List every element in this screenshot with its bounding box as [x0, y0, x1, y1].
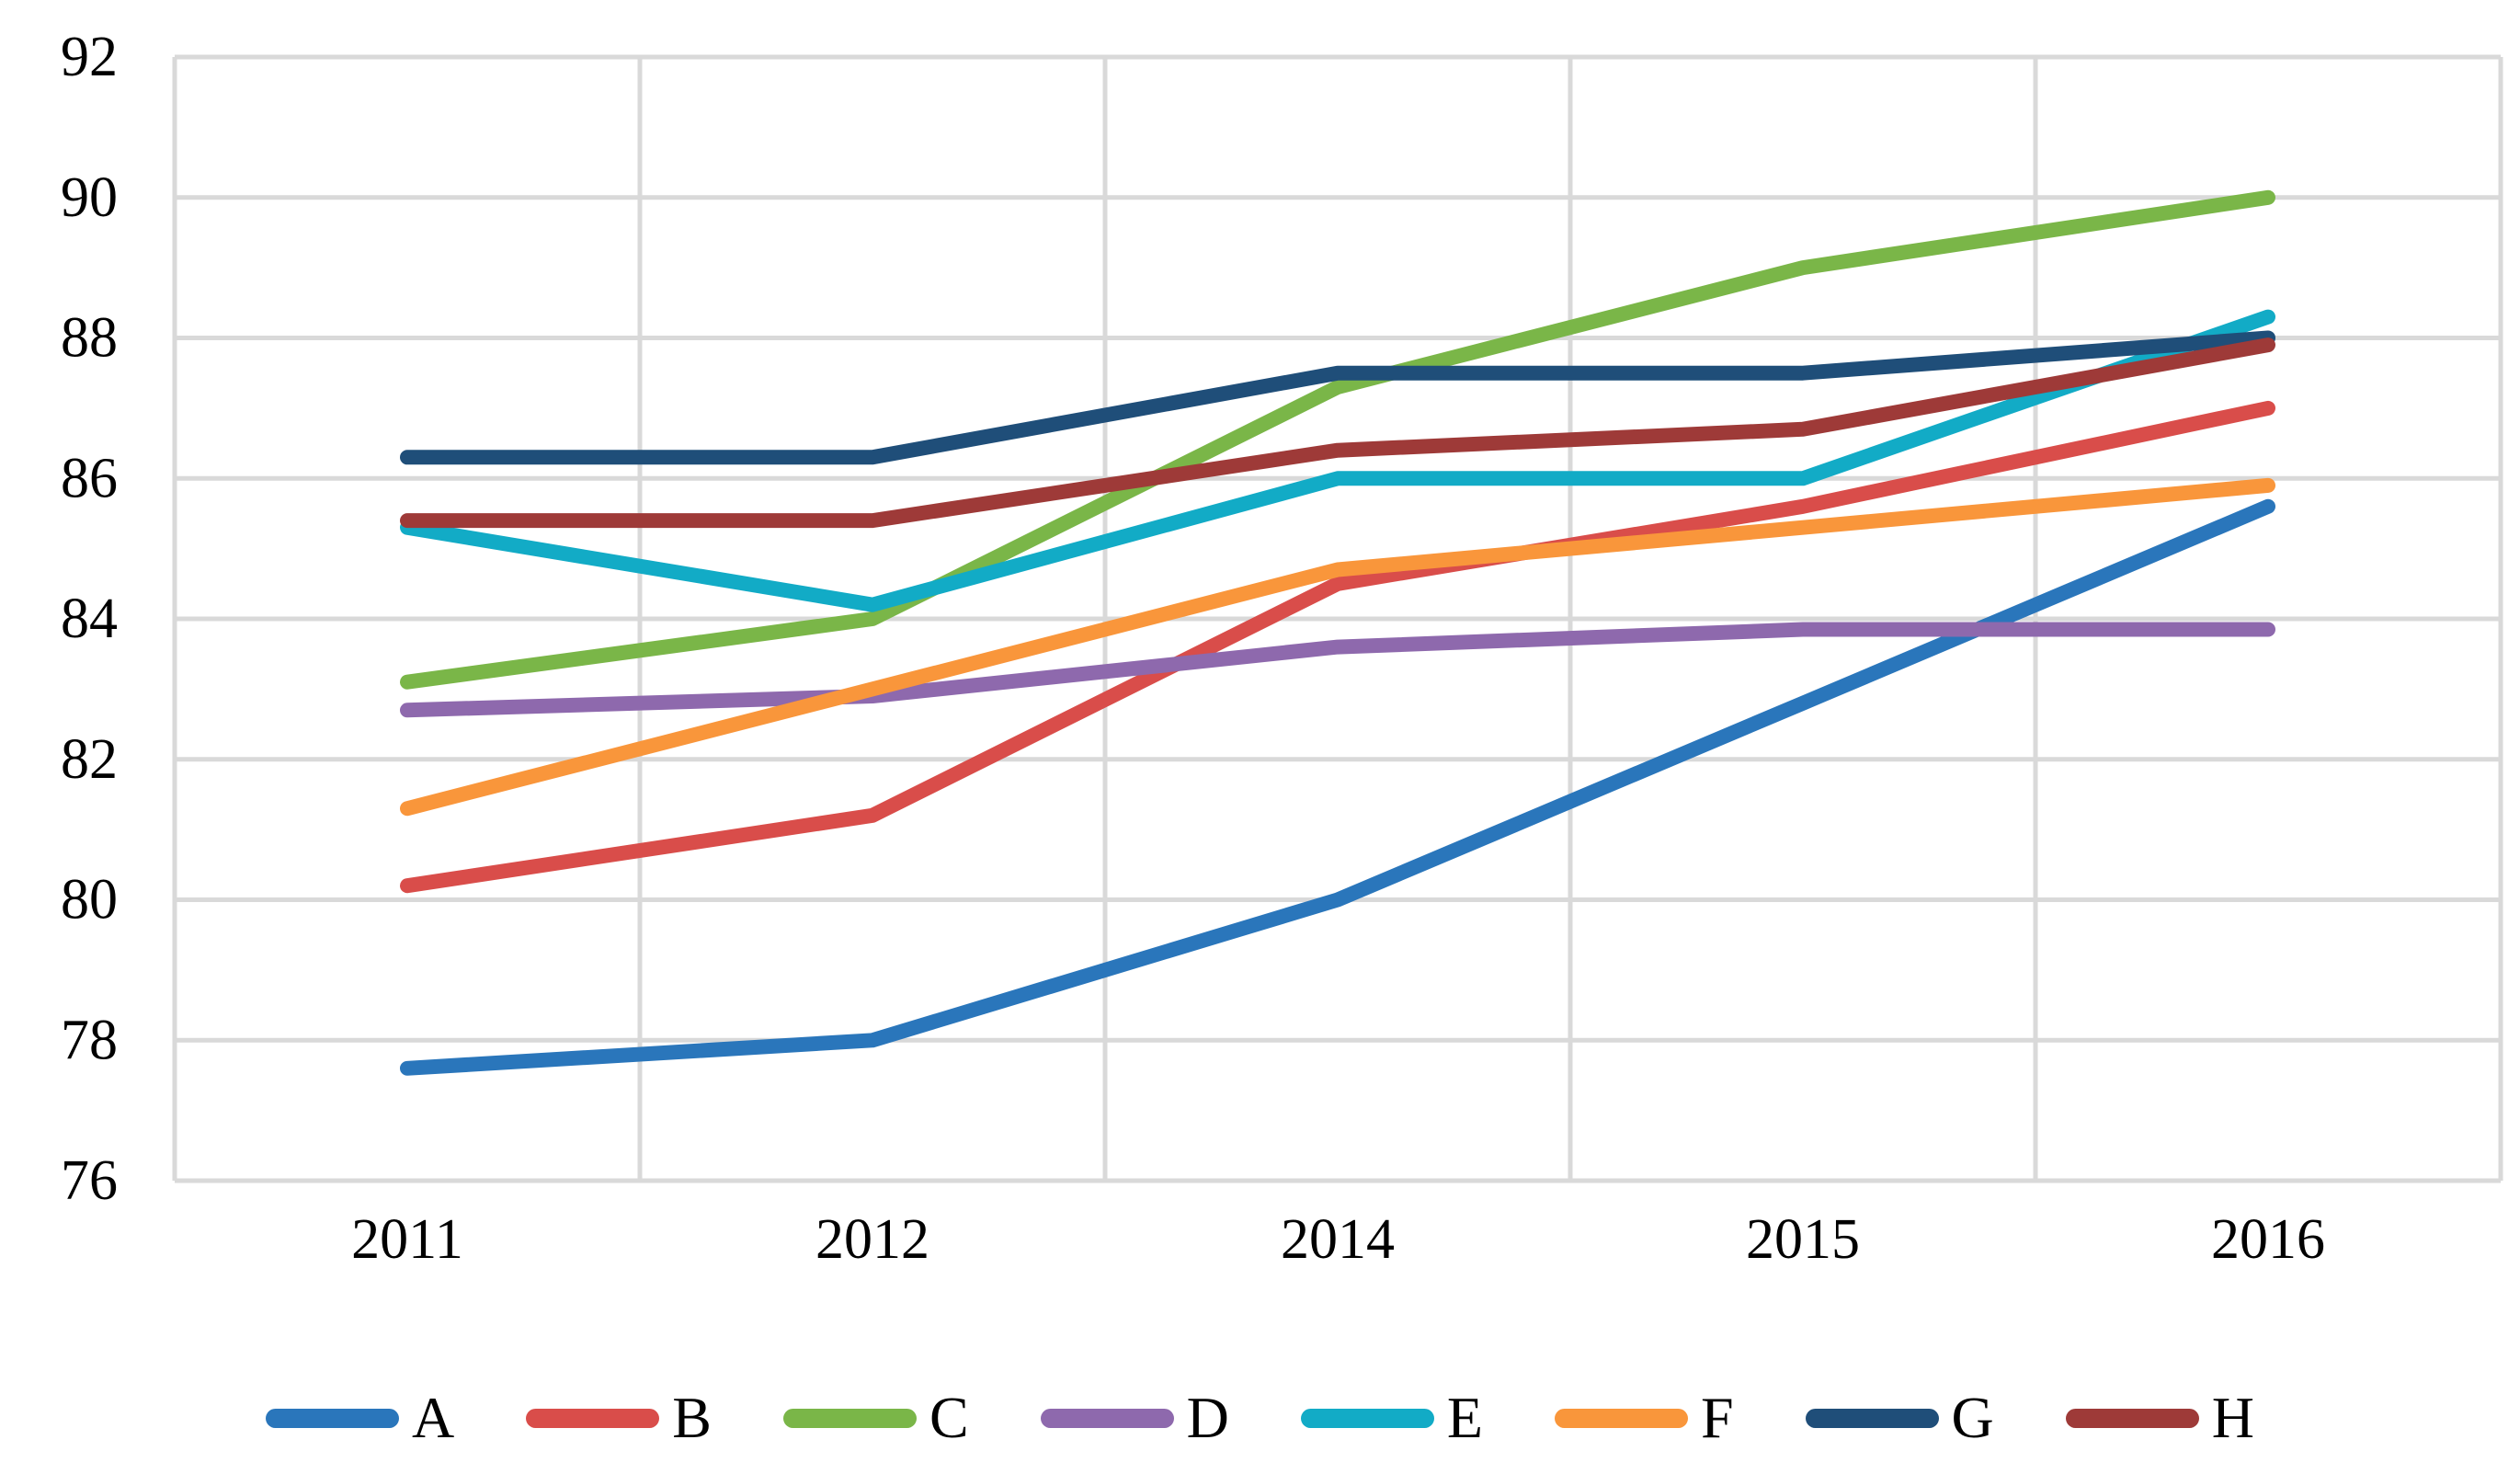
legend-label-A: A	[412, 1385, 455, 1450]
y-tick-label-90: 90	[61, 166, 118, 229]
legend-swatch-C	[782, 1408, 917, 1428]
legend-swatch-G	[1805, 1408, 1939, 1428]
legend-swatch-D	[1040, 1408, 1174, 1428]
legend-label-F: F	[1700, 1385, 1734, 1450]
y-tick-label-78: 78	[61, 1009, 118, 1071]
legend-swatch-F	[1554, 1408, 1688, 1428]
legend-item-E[interactable]: E	[1300, 1385, 1483, 1450]
series-line-B[interactable]	[400, 400, 2275, 894]
y-tick-label-82: 82	[61, 728, 118, 791]
legend-label-E: E	[1446, 1385, 1483, 1450]
x-tick-label-2012: 2012	[815, 1208, 929, 1271]
series-line-C[interactable]	[400, 189, 2275, 690]
series-line-F[interactable]	[400, 477, 2275, 817]
legend-swatch-B	[526, 1408, 660, 1428]
legend-item-A[interactable]: A	[266, 1388, 454, 1447]
series-line-G[interactable]	[400, 330, 2275, 465]
chart-legend: A B C D E F G H	[0, 1372, 2520, 1464]
legend-item-B[interactable]: B	[526, 1388, 712, 1447]
legend-item-D[interactable]: D	[1040, 1385, 1229, 1450]
x-tick-label-2011: 2011	[351, 1208, 463, 1271]
legend-label-C: C	[929, 1385, 969, 1450]
series-line-H[interactable]	[400, 337, 2275, 529]
legend-swatch-E	[1300, 1408, 1434, 1428]
x-tick-label-2014: 2014	[1281, 1208, 1395, 1271]
y-tick-label-84: 84	[61, 588, 118, 650]
legend-item-G[interactable]: G	[1805, 1385, 1994, 1450]
y-tick-label-80: 80	[61, 869, 118, 931]
legend-item-F[interactable]: F	[1554, 1385, 1734, 1450]
y-tick-label-88: 88	[61, 307, 118, 370]
legend-swatch-H	[2065, 1408, 2199, 1428]
legend-item-C[interactable]: C	[782, 1385, 969, 1450]
x-tick-label-2016: 2016	[2211, 1208, 2325, 1271]
legend-label-G: G	[1951, 1385, 1994, 1450]
y-tick-label-92: 92	[61, 26, 118, 88]
legend-label-H: H	[2211, 1385, 2254, 1450]
series-line-A[interactable]	[400, 498, 2275, 1076]
series-line-E[interactable]	[400, 309, 2275, 612]
legend-label-D: D	[1186, 1385, 1229, 1450]
x-tick-label-2015: 2015	[1746, 1208, 1860, 1271]
series-line-D[interactable]	[400, 622, 2275, 718]
legend-item-H[interactable]: H	[2065, 1385, 2254, 1450]
legend-swatch-A	[266, 1408, 400, 1428]
y-tick-label-86: 86	[61, 447, 118, 509]
y-tick-label-76: 76	[61, 1149, 118, 1212]
legend-label-B: B	[672, 1385, 712, 1450]
